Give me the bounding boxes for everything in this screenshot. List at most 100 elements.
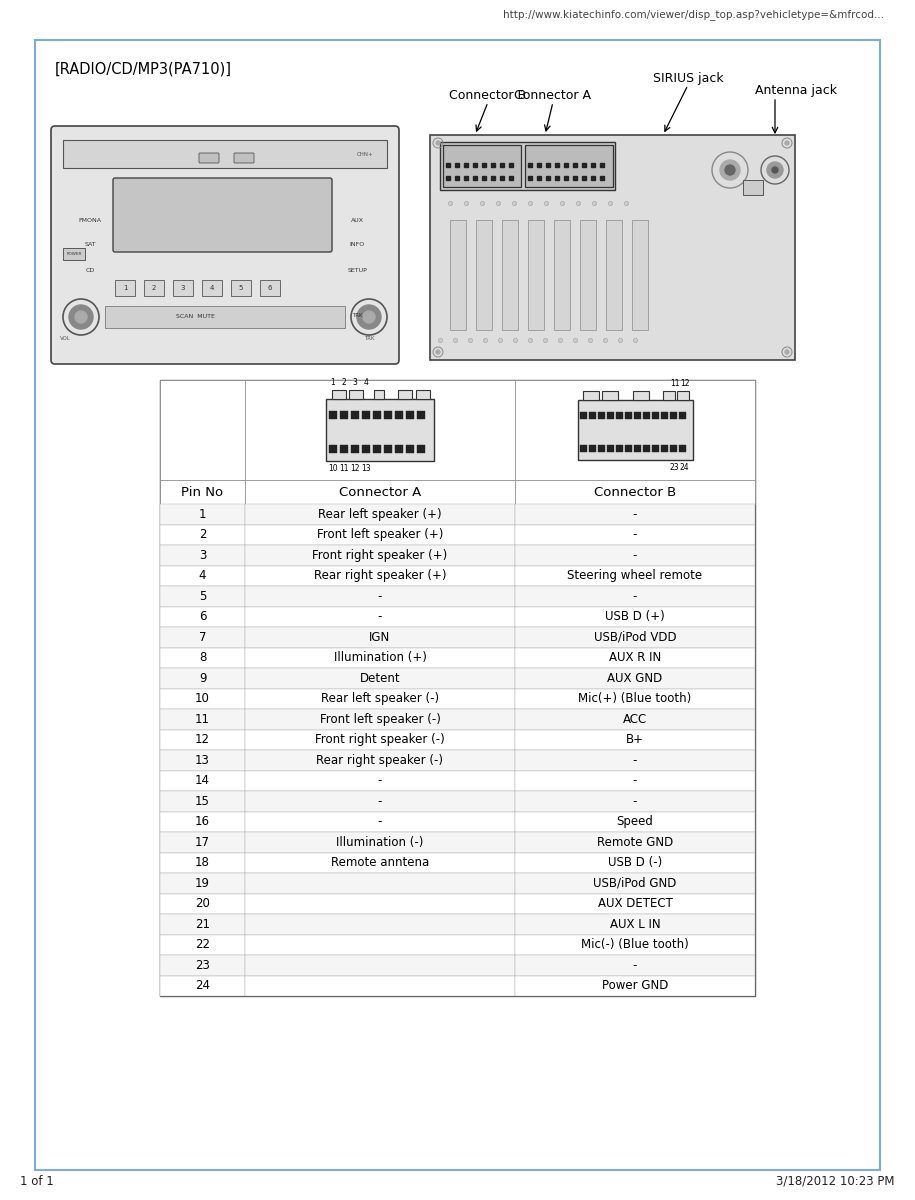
Text: Rear left speaker (-): Rear left speaker (-) [321,692,439,706]
Bar [670,444,677,451]
Bar [632,391,649,400]
Text: 8: 8 [199,652,206,665]
Text: 13: 13 [361,464,371,473]
Text: -: - [633,528,637,541]
Text: Front left speaker (-): Front left speaker (-) [319,713,440,726]
Text: -: - [378,794,382,808]
Text: 10: 10 [195,692,210,706]
Bar [430,134,795,360]
Bar [245,832,515,852]
Bar [580,412,587,419]
Bar [160,894,245,914]
Text: 12: 12 [680,379,689,388]
Text: Pin No: Pin No [181,486,223,498]
Text: 9: 9 [199,672,206,685]
Bar [160,791,245,811]
Circle shape [785,140,789,145]
Bar [607,412,614,419]
Text: 17: 17 [195,835,210,848]
Bar [373,445,381,452]
Text: 11: 11 [339,464,349,473]
Bar [260,280,280,296]
Bar [245,852,515,874]
Bar [160,380,755,996]
Circle shape [772,167,778,173]
Text: IGN: IGN [370,631,391,643]
Bar [395,410,403,419]
Bar [634,444,641,451]
Text: 19: 19 [195,877,210,889]
Text: -: - [378,611,382,623]
Text: Antenna jack: Antenna jack [755,84,837,97]
Bar [679,444,686,451]
Text: Connector B: Connector B [594,486,676,498]
Bar [115,280,135,296]
Text: 7: 7 [199,631,206,643]
Text: 6: 6 [199,611,206,623]
Text: 4: 4 [199,569,206,582]
Text: 21: 21 [195,918,210,931]
Circle shape [785,350,789,354]
Text: AUX R IN: AUX R IN [608,652,662,665]
Text: 13: 13 [195,754,210,767]
Text: 3/18/2012 10:23 PM: 3/18/2012 10:23 PM [777,1175,895,1188]
Bar [160,935,245,955]
Text: 5: 5 [199,589,206,602]
Bar [515,791,755,811]
Text: USB D (-): USB D (-) [608,857,662,869]
Circle shape [720,160,740,180]
Bar [589,412,596,419]
Bar [515,874,755,894]
Bar [245,689,515,709]
Bar [332,390,346,398]
Bar [144,280,164,296]
Bar [160,730,245,750]
Bar [515,709,755,730]
Text: AUX: AUX [350,217,363,222]
Text: -: - [378,815,382,828]
Bar [515,811,755,832]
Text: 23: 23 [195,959,210,972]
Bar [515,668,755,689]
Bar [515,586,755,606]
Circle shape [357,305,381,329]
Bar [63,248,85,260]
Bar [160,565,245,586]
Bar [601,391,618,400]
Text: 24: 24 [680,463,689,472]
Bar [625,444,632,451]
Text: Illumination (-): Illumination (-) [337,835,424,848]
FancyBboxPatch shape [199,152,219,163]
Text: SAT: SAT [84,242,96,247]
Bar [160,480,245,504]
Text: Illumination (+): Illumination (+) [334,652,426,665]
Text: 12: 12 [195,733,210,746]
Bar [606,220,622,330]
Bar [580,444,587,451]
Text: Remote GND: Remote GND [597,835,673,848]
Bar [160,606,245,626]
Bar [160,648,245,668]
Circle shape [363,311,375,323]
Text: 24: 24 [195,979,210,992]
Bar [652,412,659,419]
Circle shape [69,305,93,329]
Bar [245,648,515,668]
Text: Rear right speaker (-): Rear right speaker (-) [317,754,444,767]
Bar [515,380,755,480]
Bar [589,444,596,451]
Bar [245,565,515,586]
Bar [632,220,648,330]
Bar [528,220,544,330]
Text: Rear left speaker (+): Rear left speaker (+) [318,508,442,521]
Bar [160,955,245,976]
Bar [245,811,515,832]
Circle shape [75,311,87,323]
Bar [160,811,245,832]
Text: 2: 2 [199,528,206,541]
Bar [643,412,650,419]
Text: USB D (+): USB D (+) [605,611,665,623]
Bar [515,648,755,668]
Bar [245,668,515,689]
Text: 11: 11 [670,379,679,388]
